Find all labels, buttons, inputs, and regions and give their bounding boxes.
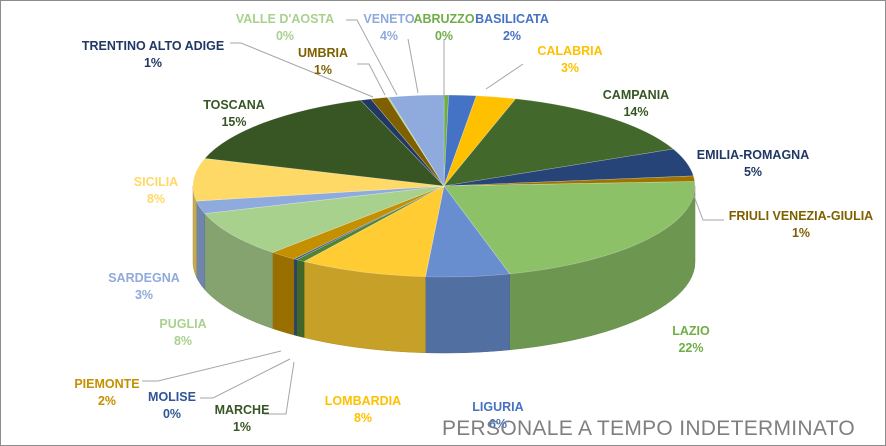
label-name-veneto: VENETO bbox=[363, 12, 414, 26]
label-name-emilia-romagna: EMILIA-ROMAGNA bbox=[697, 148, 810, 162]
label-value-abruzzo: 0% bbox=[435, 29, 453, 43]
label-value-marche: 1% bbox=[233, 420, 251, 434]
label-value-sardegna: 3% bbox=[135, 288, 153, 302]
leader-line-trentino-alto-adige bbox=[230, 42, 374, 98]
slice-campania bbox=[443, 98, 675, 187]
slice-basilicata bbox=[443, 94, 477, 187]
label-value-toscana: 15% bbox=[221, 115, 246, 129]
label-value-campania: 14% bbox=[623, 105, 648, 119]
slice-marche bbox=[295, 185, 445, 262]
label-value-liguria: 6% bbox=[489, 417, 507, 431]
label-name-abruzzo: ABRUZZO bbox=[413, 12, 474, 26]
label-value-piemonte: 2% bbox=[98, 394, 116, 408]
label-value-trentino-alto-adige: 1% bbox=[144, 56, 162, 70]
slice-side-sardegna bbox=[196, 200, 206, 291]
slice-side-liguria bbox=[425, 273, 510, 354]
leader-line-calabria bbox=[485, 63, 524, 90]
leader-line-veneto bbox=[407, 38, 419, 94]
label-name-umbria: UMBRIA bbox=[298, 46, 348, 60]
label-name-friuli-venezia-giulia: FRIULI VENEZIA-GIULIA bbox=[729, 209, 873, 223]
slice-valle-d-aosta bbox=[386, 96, 445, 187]
slice-sicilia bbox=[192, 158, 445, 202]
label-value-friuli-venezia-giulia: 1% bbox=[792, 226, 810, 240]
label-name-lombardia: LOMBARDIA bbox=[325, 394, 401, 408]
leader-line-molise bbox=[200, 358, 291, 399]
slice-side-molise bbox=[293, 258, 297, 336]
pie-side-walls bbox=[192, 185, 696, 354]
pie-top-faces bbox=[192, 94, 696, 278]
slice-piemonte bbox=[271, 185, 445, 260]
label-value-calabria: 3% bbox=[561, 61, 579, 75]
label-name-marche: MARCHE bbox=[215, 403, 270, 417]
slice-liguria bbox=[425, 185, 511, 278]
slice-molise bbox=[293, 185, 445, 260]
label-name-puglia: PUGLIA bbox=[159, 317, 206, 331]
slice-umbria bbox=[370, 97, 445, 187]
slice-side-piemonte bbox=[272, 252, 295, 336]
label-value-lazio: 22% bbox=[678, 341, 703, 355]
leader-line-valle-d-aosta bbox=[346, 19, 398, 96]
label-value-veneto: 4% bbox=[380, 29, 398, 43]
slice-friuli-venezia-giulia bbox=[443, 175, 696, 187]
label-name-liguria: LIGURIA bbox=[472, 400, 523, 414]
slice-calabria bbox=[443, 95, 517, 187]
chart-title: PERSONALE A TEMPO INDETERMINATO bbox=[441, 417, 855, 440]
label-value-puglia: 8% bbox=[174, 334, 192, 348]
leader-line-friuli-venezia-giulia bbox=[690, 187, 724, 221]
label-value-sicilia: 8% bbox=[147, 192, 165, 206]
leader-line-umbria bbox=[357, 63, 386, 96]
slice-emilia-romagna bbox=[443, 148, 694, 187]
label-value-umbria: 1% bbox=[314, 63, 332, 77]
label-name-valle-d-aosta: VALLE D'AOSTA bbox=[236, 12, 334, 26]
label-value-valle-d-aosta: 0% bbox=[276, 29, 294, 43]
label-name-sicilia: SICILIA bbox=[134, 175, 178, 189]
label-name-lazio: LAZIO bbox=[672, 324, 710, 338]
label-name-campania: CAMPANIA bbox=[603, 88, 669, 102]
slice-toscana bbox=[204, 99, 445, 187]
label-name-trentino-alto-adige: TRENTINO ALTO ADIGE bbox=[82, 39, 224, 53]
label-name-molise: MOLISE bbox=[148, 390, 196, 404]
label-name-sardegna: SARDEGNA bbox=[108, 271, 180, 285]
label-value-lombardia: 8% bbox=[354, 411, 372, 425]
slice-sardegna bbox=[196, 185, 445, 214]
label-name-piemonte: PIEMONTE bbox=[74, 377, 139, 391]
label-name-calabria: CALABRIA bbox=[537, 44, 602, 58]
slice-lombardia bbox=[303, 185, 445, 278]
label-name-toscana: TOSCANA bbox=[203, 98, 265, 112]
slice-trentino-alto-adige bbox=[359, 98, 445, 187]
label-value-basilicata: 2% bbox=[503, 29, 521, 43]
label-value-emilia-romagna: 5% bbox=[744, 165, 762, 179]
leader-line-marche bbox=[264, 361, 295, 415]
slice-puglia bbox=[204, 185, 445, 253]
label-value-molise: 0% bbox=[163, 407, 181, 421]
data-labels: ABRUZZO 0% BASILICATA 2% CALABRIA 3% CAMPANIA 1… bbox=[74, 12, 873, 434]
slice-side-marche bbox=[296, 259, 305, 338]
label-name-basilicata: BASILICATA bbox=[475, 12, 549, 26]
leader-line-piemonte bbox=[142, 350, 282, 382]
